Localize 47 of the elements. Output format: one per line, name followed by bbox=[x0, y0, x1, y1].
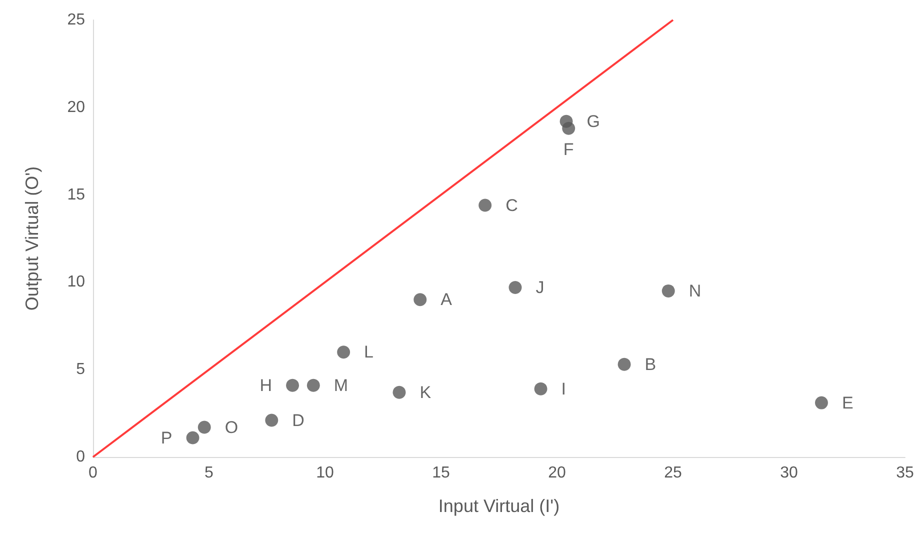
data-label: J bbox=[536, 278, 544, 297]
x-tick-label: 30 bbox=[780, 464, 798, 482]
data-label: C bbox=[506, 196, 518, 215]
point bbox=[508, 280, 522, 294]
point bbox=[306, 378, 320, 392]
point bbox=[662, 284, 675, 298]
point bbox=[186, 431, 200, 444]
data-label: K bbox=[420, 382, 432, 402]
y-tick-label: 0 bbox=[76, 448, 86, 466]
y-tick-label: 10 bbox=[67, 274, 86, 291]
data-label: I bbox=[561, 379, 566, 398]
point bbox=[478, 198, 492, 212]
data-label: E bbox=[842, 393, 854, 412]
data-label: G bbox=[586, 112, 600, 131]
data-label: O bbox=[224, 418, 238, 437]
point bbox=[560, 114, 573, 128]
y-axis-title: Output Virtual (O') bbox=[22, 166, 42, 311]
data-label: A bbox=[440, 290, 453, 310]
point bbox=[337, 346, 350, 359]
point bbox=[286, 378, 300, 392]
x-tick-label: 35 bbox=[896, 464, 914, 482]
point bbox=[414, 293, 427, 306]
data-label: L bbox=[364, 342, 374, 362]
data-label: N bbox=[688, 281, 702, 300]
point bbox=[198, 420, 211, 434]
x-tick-label: 5 bbox=[204, 464, 214, 482]
x-axis-title: Input Virtual (I') bbox=[438, 496, 560, 516]
point bbox=[618, 358, 631, 371]
y-tick-label: 15 bbox=[67, 186, 86, 204]
data-label: M bbox=[334, 376, 348, 395]
y-tick-label: 25 bbox=[67, 12, 86, 28]
data-label: F bbox=[563, 140, 574, 159]
point bbox=[265, 414, 278, 427]
x-tick-label: 10 bbox=[316, 464, 334, 482]
x-tick-label: 25 bbox=[664, 464, 682, 482]
data-label: P bbox=[160, 428, 172, 448]
point bbox=[814, 396, 828, 410]
y-tick-label: 20 bbox=[67, 98, 86, 116]
data-label: B bbox=[644, 354, 656, 374]
x-tick-label: 20 bbox=[548, 464, 566, 482]
point bbox=[534, 382, 548, 396]
y-tick-label: 5 bbox=[76, 361, 86, 378]
data-label: D bbox=[292, 410, 304, 430]
x-tick-label: 15 bbox=[432, 464, 450, 482]
data-label: H bbox=[260, 376, 272, 395]
point bbox=[392, 386, 406, 399]
x-tick-label: 0 bbox=[88, 464, 98, 482]
